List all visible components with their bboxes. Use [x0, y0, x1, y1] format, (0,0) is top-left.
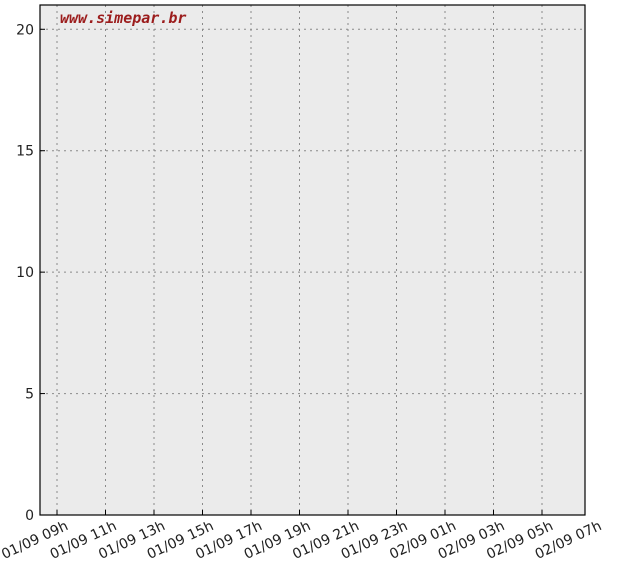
y-tick-label: 15 — [16, 144, 34, 160]
watermark-text: www.simepar.br — [60, 9, 186, 27]
y-axis-ticks: 0 5 10 15 20 — [16, 22, 45, 524]
y-tick-label: 0 — [25, 508, 34, 524]
plot-frame — [39, 4, 586, 516]
y-tick-label: 10 — [16, 265, 34, 281]
y-tick-label: 5 — [25, 387, 34, 403]
grid-lines — [40, 5, 585, 515]
plot-area — [40, 5, 585, 515]
y-tick-label: 20 — [16, 22, 34, 38]
